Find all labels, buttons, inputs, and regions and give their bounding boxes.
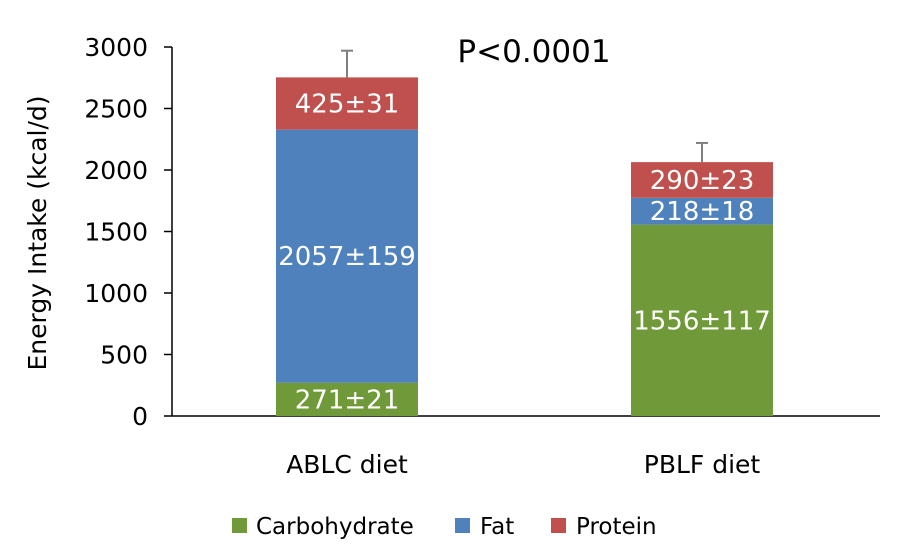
- bar-segment-carbohydrate: [631, 224, 773, 416]
- legend-swatch-fat: [455, 518, 470, 533]
- legend-swatch-protein: [551, 518, 566, 533]
- y-tick-label: 1000: [84, 279, 148, 308]
- y-tick-label: 2500: [84, 95, 148, 124]
- legend-swatch-carbohydrate: [232, 518, 247, 533]
- bar-segment-fat: [631, 197, 773, 225]
- y-axis-title: Energy Intake (kcal/d): [23, 95, 52, 370]
- legend: Carbohydrate Fat Protein: [232, 514, 657, 540]
- y-tick-label: 3000: [84, 33, 148, 62]
- p-value-annotation: P<0.0001: [457, 34, 610, 70]
- bar-segment-protein: [631, 162, 773, 198]
- data-label: 218±18: [650, 197, 755, 227]
- data-label: 271±21: [295, 385, 400, 415]
- bar-segment-protein: [276, 77, 418, 130]
- y-tick-label: 2000: [84, 156, 148, 185]
- y-tick-label: 500: [100, 341, 148, 370]
- legend-label: Protein: [576, 514, 657, 540]
- y-tick-label: 1500: [84, 218, 148, 247]
- plot-area: 0 500 1000 1500 2000 2500 3000 271±21 2057±159 42…: [84, 33, 880, 479]
- bar-segment-carbohydrate: [276, 382, 418, 416]
- legend-label: Fat: [480, 514, 514, 540]
- bar-segment-fat: [276, 129, 418, 383]
- x-category-label: ABLC diet: [286, 450, 408, 479]
- legend-label: Carbohydrate: [256, 514, 414, 540]
- data-label: 290±23: [650, 166, 755, 196]
- data-label: 425±31: [295, 90, 400, 120]
- x-category-label: PBLF diet: [644, 450, 761, 479]
- data-label: 1556±117: [633, 306, 771, 336]
- data-label: 2057±159: [278, 242, 416, 272]
- y-tick-label: 0: [132, 402, 148, 431]
